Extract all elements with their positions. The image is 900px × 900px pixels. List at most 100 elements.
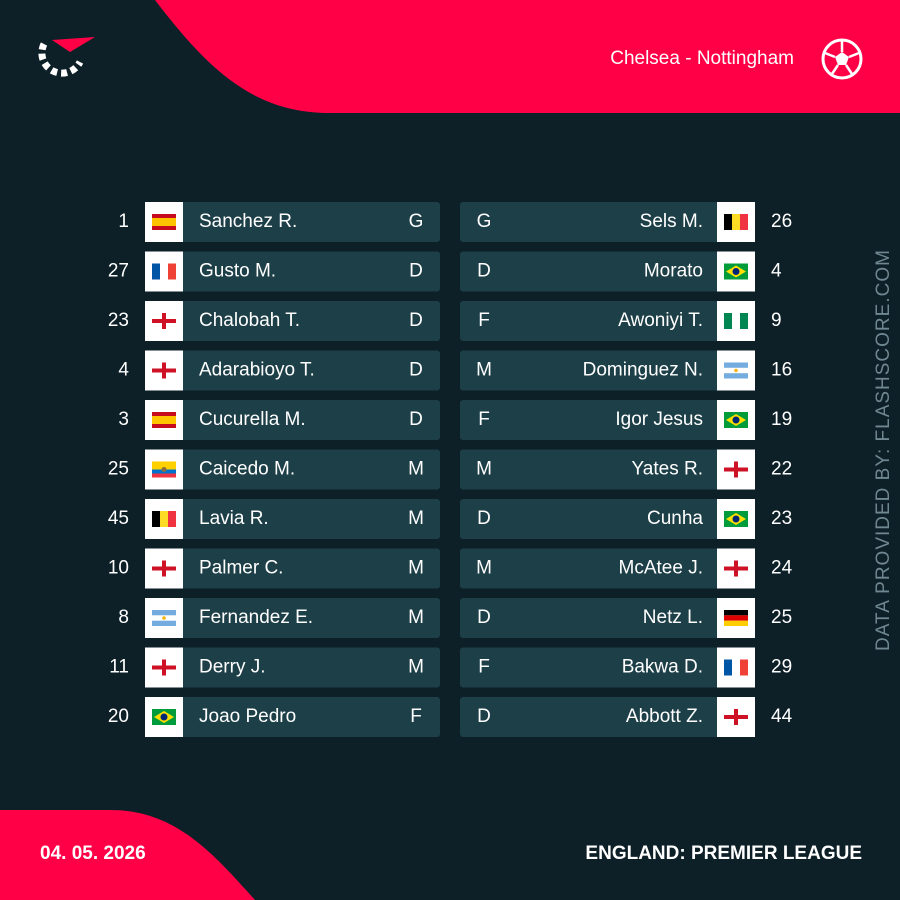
flag: [724, 362, 748, 379]
player-name: Sanchez R.: [199, 211, 297, 232]
flag-part: [724, 715, 748, 719]
player-bar: [460, 499, 755, 539]
player-bar: [460, 548, 755, 589]
flag-part: [732, 659, 740, 676]
flag-part: [732, 416, 740, 424]
player-bar: [460, 251, 755, 292]
flag-part: [160, 263, 168, 280]
flag-part: [152, 368, 176, 373]
flag: [152, 412, 176, 428]
flag-part: [732, 313, 740, 329]
flag-part: [724, 610, 748, 616]
player-name: Fernandez E.: [199, 607, 313, 628]
flag-part: [724, 214, 732, 230]
shirt-number: 45: [108, 508, 129, 529]
match-date: 04. 05. 2026: [40, 843, 146, 864]
player-position: M: [476, 459, 492, 480]
player-name: Morato: [644, 261, 703, 282]
shirt-number: 4: [771, 261, 782, 282]
shirt-number: 22: [771, 459, 792, 480]
flag-part: [740, 214, 748, 230]
player-name: Igor Jesus: [615, 409, 703, 430]
header-band: [155, 0, 900, 113]
player-position: G: [477, 211, 492, 232]
player-name: Sels M.: [640, 211, 703, 232]
player-name: Gusto M.: [199, 261, 276, 282]
flag-part: [724, 313, 732, 329]
player-bar: [145, 350, 440, 391]
player-bar: [460, 400, 755, 440]
flag-part: [740, 313, 748, 329]
flag: [152, 461, 176, 478]
player-name: Lavia R.: [199, 508, 269, 529]
flag-part: [152, 665, 176, 670]
flag-part: [732, 515, 740, 523]
player-name: Chalobah T.: [199, 310, 300, 331]
flag: [152, 362, 176, 379]
flag: [152, 511, 176, 527]
player-name: Palmer C.: [199, 558, 283, 579]
flag: [724, 659, 748, 676]
flag-part: [161, 467, 167, 472]
player-position: G: [409, 211, 424, 232]
player-name: Yates R.: [632, 459, 703, 480]
league-name: ENGLAND: PREMIER LEAGUE: [585, 843, 862, 864]
player-position: M: [476, 360, 492, 381]
flag: [724, 461, 748, 478]
shirt-number: 8: [118, 607, 129, 628]
player-bar: [145, 400, 440, 440]
ball-icon: [821, 38, 863, 80]
player-name: Joao Pedro: [199, 706, 296, 727]
player-position: M: [408, 508, 424, 529]
flag-part: [740, 659, 748, 676]
player-position: D: [477, 261, 491, 282]
match-title: Chelsea - Nottingham: [610, 48, 794, 69]
player-position: F: [478, 657, 490, 678]
flag: [152, 560, 176, 577]
flag: [724, 214, 748, 230]
footer-band: [0, 810, 255, 900]
flag: [152, 263, 176, 280]
player-bar: [145, 449, 440, 490]
player-name: Dominguez N.: [583, 360, 703, 381]
flag: [152, 709, 176, 725]
flag-part: [724, 467, 748, 472]
shirt-number: 3: [118, 409, 129, 430]
shirt-number: 44: [771, 706, 793, 727]
player-bar: [145, 697, 440, 737]
player-bar: [145, 548, 440, 589]
player-position: D: [409, 409, 423, 430]
flag-part: [152, 473, 176, 478]
flag-part: [732, 214, 740, 230]
player-bar: [460, 301, 755, 341]
flag-part: [160, 511, 168, 527]
player-name: Cunha: [647, 508, 703, 529]
flag-part: [732, 268, 740, 275]
shirt-number: 16: [771, 360, 792, 381]
shirt-number: 1: [118, 211, 129, 232]
flag-part: [152, 511, 160, 527]
flag: [724, 263, 748, 280]
credit: DATA PROVIDED BY: FLASHSCORE.COM: [873, 249, 894, 651]
player-bar: [460, 697, 755, 737]
flag: [152, 610, 176, 626]
flag-part: [724, 566, 748, 571]
player-position: M: [408, 657, 424, 678]
player-position: F: [478, 310, 490, 331]
flag-part: [152, 461, 176, 470]
flag-part: [152, 566, 176, 571]
player-name: Cucurella M.: [199, 409, 306, 430]
player-position: M: [476, 558, 492, 579]
shirt-number: 29: [771, 657, 792, 678]
logo: [38, 37, 95, 77]
flag: [152, 214, 176, 230]
player-bar: [145, 598, 440, 638]
player-bar: [145, 499, 440, 539]
shirt-number: 27: [108, 261, 129, 282]
shirt-number: 26: [771, 211, 792, 232]
flag-part: [168, 263, 176, 280]
flag-part: [734, 368, 738, 373]
flag-part: [724, 659, 732, 676]
